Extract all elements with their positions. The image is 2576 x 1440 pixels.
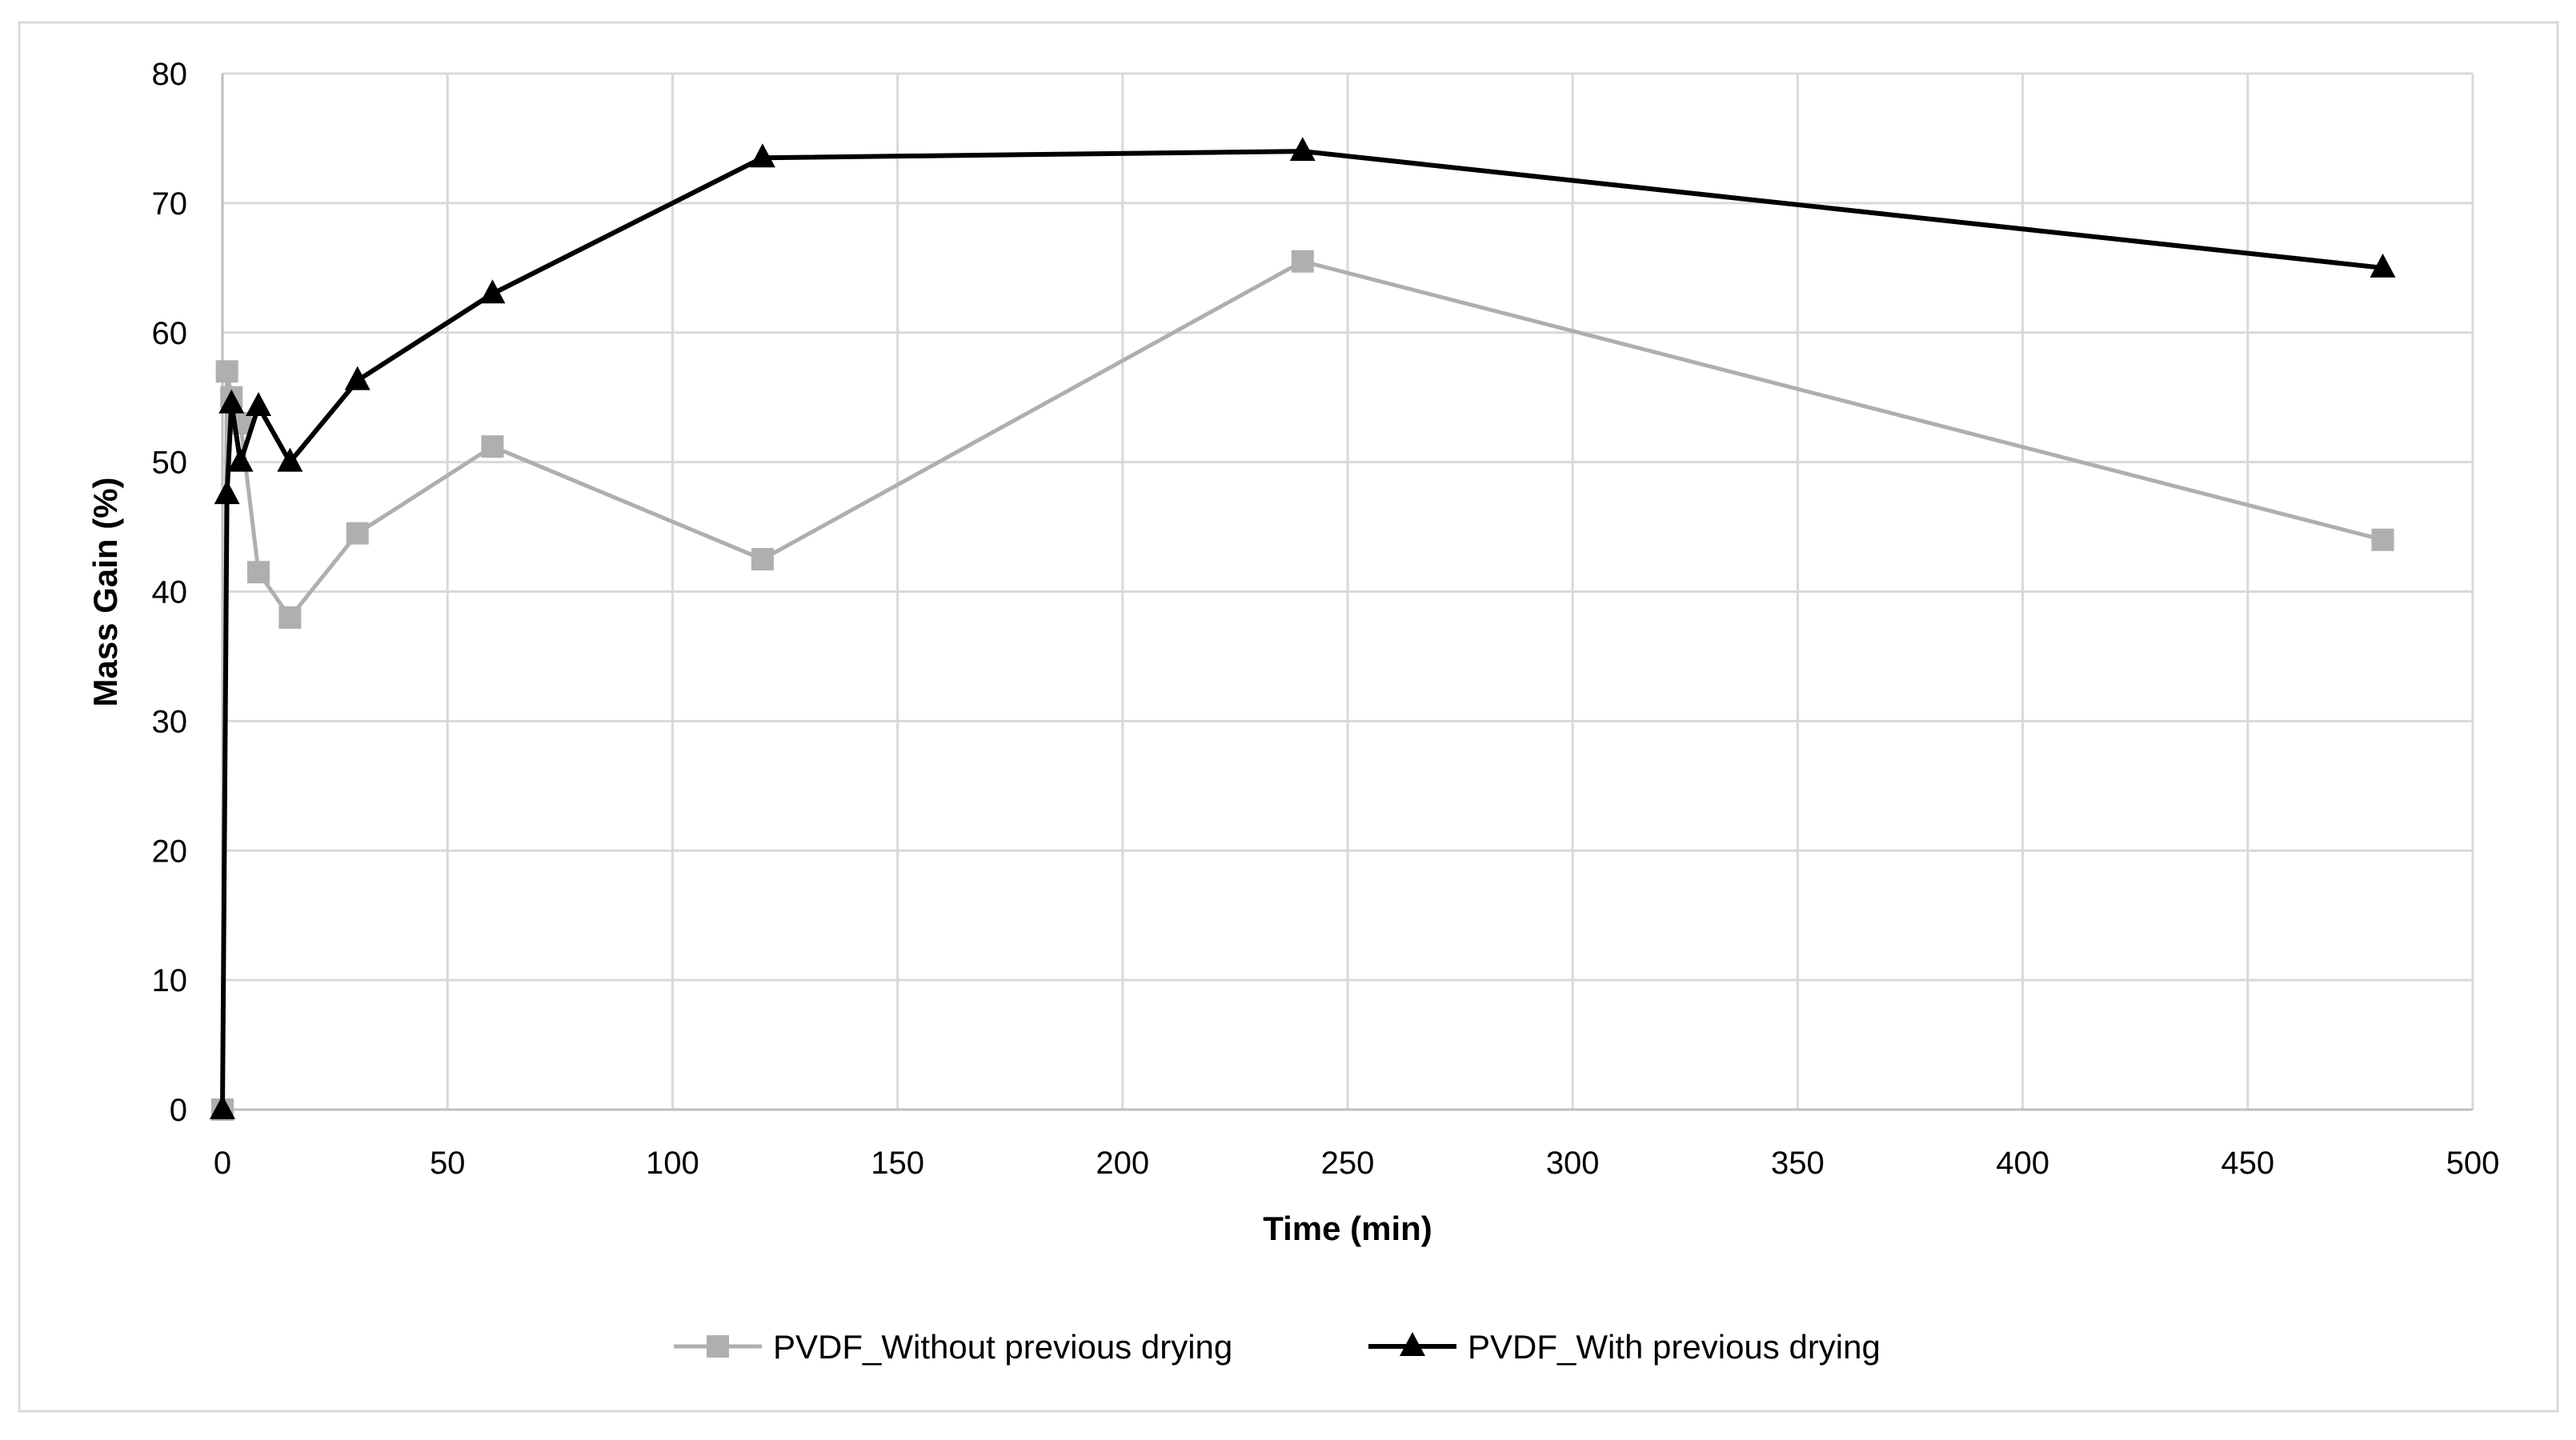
y-tick-label: 10	[152, 963, 188, 998]
y-tick-label: 20	[152, 834, 188, 869]
data-point	[479, 279, 506, 304]
gridlines	[222, 72, 2474, 1110]
x-tick-label: 250	[1321, 1146, 1375, 1181]
data-point	[246, 561, 270, 584]
data-point	[751, 548, 774, 571]
data-point	[346, 522, 369, 545]
x-tick-label: 350	[1771, 1146, 1825, 1181]
data-point	[227, 447, 254, 472]
data-point	[749, 143, 775, 168]
data-point	[214, 480, 240, 505]
x-tick-label: 300	[1546, 1146, 1600, 1181]
data-point	[481, 435, 504, 458]
x-tick-label: 100	[646, 1146, 699, 1181]
y-tick-label: 60	[152, 316, 188, 351]
x-tick-label: 0	[214, 1146, 231, 1181]
x-tick-label: 200	[1096, 1146, 1149, 1181]
y-tick-label: 70	[152, 186, 188, 222]
legend-marker	[1400, 1332, 1425, 1356]
data-point	[344, 366, 371, 390]
data-point	[245, 392, 271, 417]
x-tick-label: 150	[871, 1146, 924, 1181]
data-point	[215, 360, 238, 383]
data-point	[218, 389, 245, 414]
data-point	[2370, 253, 2396, 278]
y-tick-label: 50	[152, 446, 188, 481]
y-tick-label: 40	[152, 575, 188, 610]
series-2	[210, 137, 2396, 1119]
axes: 0 10 20 30 40 50 60 70 80 0 50 100 150 200 250 300 350 40…	[152, 57, 2500, 1181]
y-axis-title: Mass Gain (%)	[86, 477, 124, 706]
data-point	[278, 606, 302, 629]
x-tick-label: 400	[1996, 1146, 2049, 1181]
data-point	[1289, 137, 1316, 162]
legend-item: PVDF_Without previous drying	[674, 1328, 1232, 1366]
y-tick-label: 80	[152, 57, 188, 92]
data-point	[1291, 250, 1314, 273]
data-point	[277, 447, 303, 472]
x-axis-title: Time (min)	[1263, 1210, 1432, 1247]
series-group	[210, 137, 2396, 1121]
legend-item: PVDF_With previous drying	[1368, 1328, 1881, 1366]
x-tick-label: 50	[430, 1146, 466, 1181]
y-tick-label: 30	[152, 704, 188, 739]
data-point	[210, 1095, 235, 1119]
legend-label: PVDF_Without previous drying	[773, 1328, 1232, 1366]
legend-label: PVDF_With previous drying	[1468, 1328, 1881, 1366]
x-tick-label: 450	[2221, 1146, 2274, 1181]
y-tick-label: 0	[170, 1093, 187, 1128]
chart-border	[18, 21, 2559, 1413]
x-tick-label: 500	[2446, 1146, 2500, 1181]
legend-marker	[707, 1335, 729, 1358]
data-point	[2371, 528, 2394, 551]
legend: PVDF_Without previous drying PVDF_With pr…	[674, 1328, 1881, 1366]
